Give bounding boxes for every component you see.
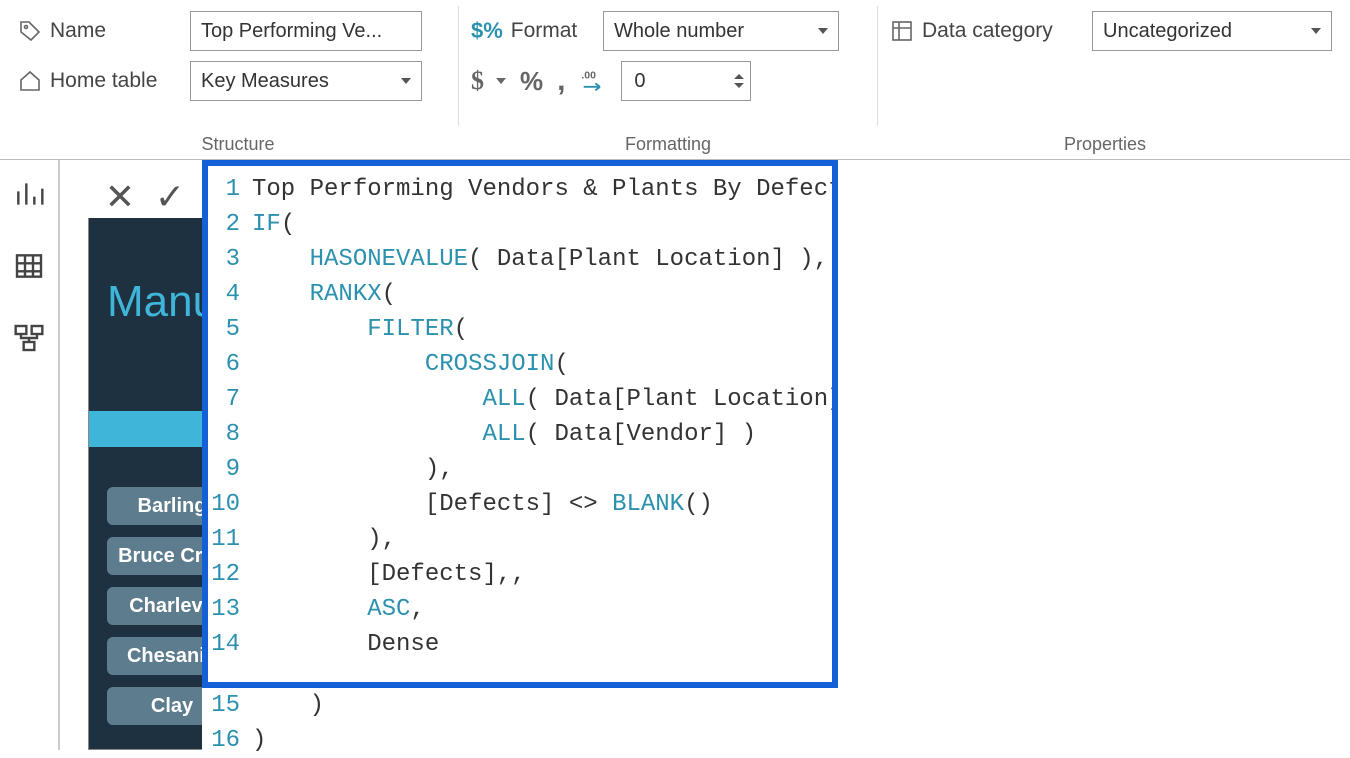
line-number: 6 <box>208 347 252 382</box>
line-number: 7 <box>208 382 252 417</box>
code-line[interactable]: 6 CROSSJOIN( <box>208 347 820 382</box>
line-number: 13 <box>208 592 252 627</box>
code-line[interactable]: 16) <box>208 723 850 758</box>
cancel-formula-button[interactable]: ✕ <box>100 176 140 218</box>
category-icon <box>890 19 914 43</box>
formula-editor-stack: 1Top Performing Vendors & Plants By Defe… <box>202 160 850 758</box>
line-number: 4 <box>208 277 252 312</box>
code-line[interactable]: 13 ASC, <box>208 592 820 627</box>
check-icon: ✓ <box>155 176 185 217</box>
table-icon <box>13 250 45 282</box>
line-number: 3 <box>208 242 252 277</box>
model-view-button[interactable] <box>11 320 47 356</box>
code-line[interactable]: 3 HASONEVALUE( Data[Plant Location] ), <box>208 242 820 277</box>
decimals-value: 0 <box>634 70 645 93</box>
format-label: $% Format <box>471 18 591 44</box>
code-line[interactable]: 12 [Defects],, <box>208 557 820 592</box>
tag-icon <box>18 19 42 43</box>
decimal-shift-icon: .00 <box>579 67 607 95</box>
line-number: 2 <box>208 207 252 242</box>
group-label-structure: Structure <box>18 134 458 155</box>
data-category-label-text: Data category <box>922 19 1053 43</box>
percent-symbol: % <box>520 66 543 97</box>
ribbon: Name Top Performing Ve... Home table Key… <box>0 0 1350 160</box>
svg-text:.00: .00 <box>582 70 597 82</box>
code-line[interactable]: 2IF( <box>208 207 820 242</box>
data-view-button[interactable] <box>11 248 47 284</box>
line-number: 10 <box>208 487 252 522</box>
line-number: 9 <box>208 452 252 487</box>
formula-controls: ✕ ✓ <box>88 160 202 218</box>
chevron-down-icon <box>1311 28 1321 34</box>
code-line[interactable]: 9 ), <box>208 452 820 487</box>
code-line[interactable]: 8 ALL( Data[Vendor] ) <box>208 417 820 452</box>
name-input[interactable]: Top Performing Ve... <box>190 11 422 51</box>
line-number: 14 <box>208 627 252 662</box>
line-number: 5 <box>208 312 252 347</box>
code-line[interactable]: 1Top Performing Vendors & Plants By Defe… <box>208 172 820 207</box>
bar-chart-icon <box>13 178 45 210</box>
code-line[interactable]: 5 FILTER( <box>208 312 820 347</box>
ribbon-group-structure: Name Top Performing Ve... Home table Key… <box>18 6 458 159</box>
line-number: 16 <box>208 723 252 758</box>
code-line[interactable]: 11 ), <box>208 522 820 557</box>
currency-symbol: $ <box>471 66 484 96</box>
chevron-down-icon <box>496 78 506 84</box>
comma-symbol: , <box>557 64 565 98</box>
thousands-button[interactable]: , <box>557 64 565 98</box>
view-switcher <box>0 160 60 750</box>
chevron-down-icon <box>818 28 828 34</box>
name-label: Name <box>18 19 178 43</box>
data-category-select[interactable]: Uncategorized <box>1092 11 1332 51</box>
formula-bar: ✕ ✓ 1Top Performing Vendors & Plants By … <box>88 160 850 758</box>
code-line[interactable]: 4 RANKX( <box>208 277 820 312</box>
line-number: 8 <box>208 417 252 452</box>
format-value: Whole number <box>614 20 744 43</box>
decimal-button[interactable]: .00 <box>579 67 607 95</box>
group-label-formatting: Formatting <box>459 134 877 155</box>
line-number: 1 <box>208 172 252 207</box>
decimals-spinner[interactable]: 0 <box>621 61 751 101</box>
currency-button[interactable]: $ <box>471 66 506 96</box>
percent-button[interactable]: % <box>520 66 543 97</box>
ribbon-group-properties: Data category Uncategorized Properties <box>878 6 1332 159</box>
report-view-button[interactable] <box>11 176 47 212</box>
format-label-text: Format <box>511 19 578 43</box>
line-number: 11 <box>208 522 252 557</box>
data-category-value: Uncategorized <box>1103 20 1232 43</box>
home-icon <box>18 69 42 93</box>
spinner-arrows[interactable] <box>734 74 744 88</box>
formula-editor-overflow[interactable]: 15 )16) <box>202 688 850 758</box>
code-line[interactable]: 7 ALL( Data[Plant Location] ), <box>208 382 820 417</box>
formula-editor[interactable]: 1Top Performing Vendors & Plants By Defe… <box>202 160 838 688</box>
home-table-label: Home table <box>18 69 178 93</box>
line-number: 15 <box>208 688 252 723</box>
ribbon-group-formatting: $% Format Whole number $ % , .00 <box>459 6 877 159</box>
chevron-down-icon <box>734 83 744 88</box>
group-label-properties: Properties <box>878 134 1332 155</box>
home-table-value: Key Measures <box>201 70 329 93</box>
line-number: 12 <box>208 557 252 592</box>
data-category-label: Data category <box>890 19 1080 43</box>
chevron-up-icon <box>734 74 744 79</box>
close-icon: ✕ <box>105 176 135 217</box>
code-line[interactable]: 10 [Defects] <> BLANK() <box>208 487 820 522</box>
home-table-label-text: Home table <box>50 69 157 93</box>
code-line[interactable]: 15 ) <box>208 688 850 723</box>
code-line[interactable]: 14 Dense <box>208 627 820 662</box>
commit-formula-button[interactable]: ✓ <box>150 176 190 218</box>
dollar-percent-icon: $% <box>471 18 503 44</box>
name-input-value: Top Performing Ve... <box>201 20 382 43</box>
home-table-select[interactable]: Key Measures <box>190 61 422 101</box>
model-icon <box>13 322 45 354</box>
chevron-down-icon <box>401 78 411 84</box>
canvas-area: Manu BarlingBruce CrosCharlevoChesaninCl… <box>0 160 1350 750</box>
name-label-text: Name <box>50 19 106 43</box>
format-select[interactable]: Whole number <box>603 11 839 51</box>
